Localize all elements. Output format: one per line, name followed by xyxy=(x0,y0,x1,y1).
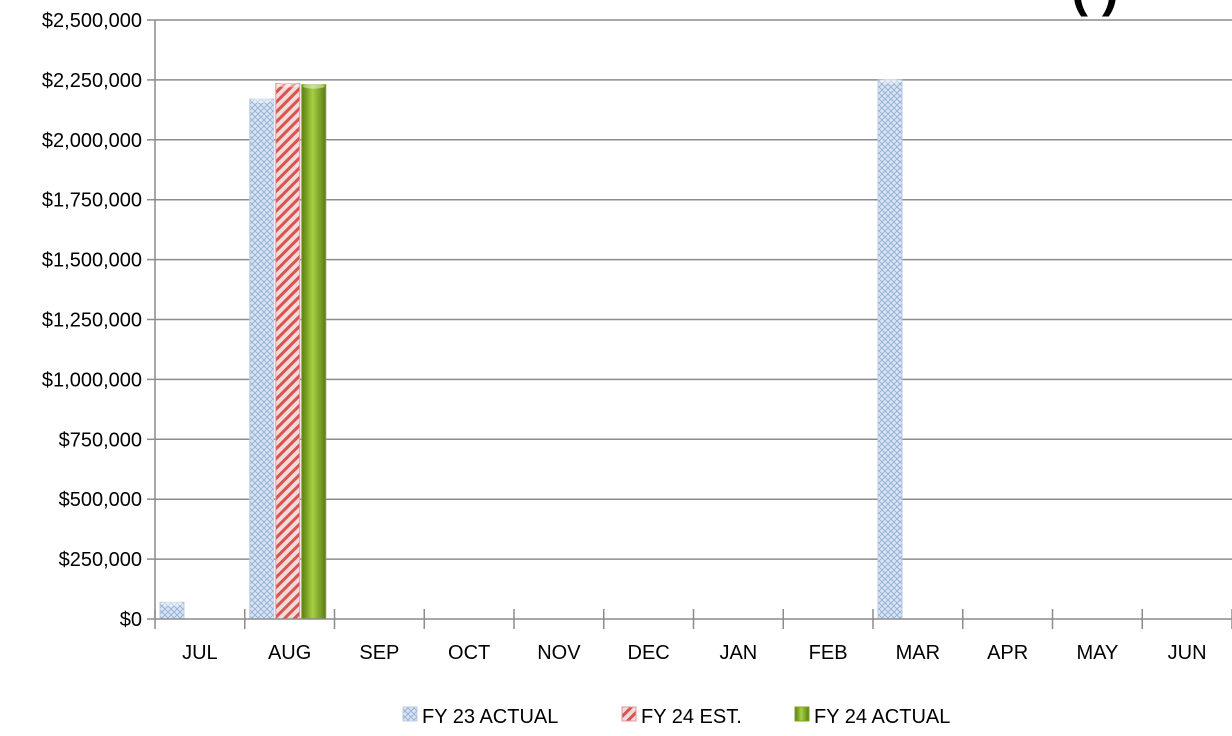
x-tick-label: MAR xyxy=(896,642,940,664)
legend-label: FY 24 ACTUAL xyxy=(814,706,950,728)
title-layer: ( ) xyxy=(1071,0,1118,17)
bar-cap xyxy=(276,82,299,88)
y-tick-label: $250,000 xyxy=(59,549,142,571)
bar-mar-series-1 xyxy=(877,79,903,620)
x-tick-label: SEP xyxy=(359,642,399,664)
x-tick-label: AUG xyxy=(268,642,311,664)
x-tick-label: JAN xyxy=(719,642,757,664)
y-tick-label: $2,000,000 xyxy=(42,130,142,152)
x-tick-label: JUL xyxy=(182,642,218,664)
legend-item: FY 24 EST. xyxy=(621,706,742,728)
x-tick-label: MAY xyxy=(1076,642,1118,664)
legend-swatch xyxy=(794,706,810,722)
axes xyxy=(154,20,1232,629)
legend-label: FY 23 ACTUAL xyxy=(422,706,558,728)
gridlines xyxy=(147,19,1232,620)
y-tick-label: $750,000 xyxy=(59,429,142,451)
x-tick-label: JUN xyxy=(1168,642,1207,664)
bars xyxy=(159,78,903,620)
y-tick-label: $1,500,000 xyxy=(42,250,142,272)
y-tick-label: $1,750,000 xyxy=(42,190,142,212)
y-tick-label: $500,000 xyxy=(59,489,142,511)
bar-aug-series-3 xyxy=(301,84,327,620)
x-tick-label: FEB xyxy=(809,642,848,664)
title-fragment: ( ) xyxy=(1071,0,1118,17)
bar-aug-series-2 xyxy=(275,82,301,620)
legend-swatch xyxy=(402,706,418,722)
tick-labels: $0 $250,000 $500,000 $750,000 $1,000,000 $1,2… xyxy=(42,10,1207,664)
legend-label: FY 24 EST. xyxy=(641,706,742,728)
bar-cap xyxy=(879,78,901,84)
y-tick-label: $2,250,000 xyxy=(42,70,142,92)
bar-aug-series-1 xyxy=(249,98,275,620)
y-tick-label: $0 xyxy=(120,609,142,631)
bar-cap xyxy=(161,601,183,607)
x-tick-label: OCT xyxy=(448,642,490,664)
x-tick-label: APR xyxy=(987,642,1028,664)
legend-swatch xyxy=(621,706,637,722)
legend-item: FY 23 ACTUAL xyxy=(402,706,558,728)
bar-cap xyxy=(302,83,325,89)
y-tick-label: $2,500,000 xyxy=(42,10,142,32)
y-tick-label: $1,000,000 xyxy=(42,369,142,391)
legend-item: FY 24 ACTUAL xyxy=(794,706,950,728)
x-tick-label: DEC xyxy=(628,642,670,664)
bar-cap xyxy=(250,98,273,104)
x-tick-label: NOV xyxy=(537,642,581,664)
y-tick-label: $1,250,000 xyxy=(42,310,142,332)
legend: FY 23 ACTUAL FY 24 EST. FY 24 ACTUAL xyxy=(402,706,950,728)
